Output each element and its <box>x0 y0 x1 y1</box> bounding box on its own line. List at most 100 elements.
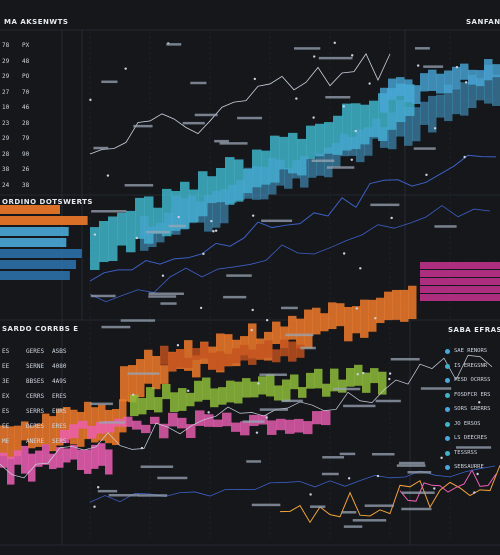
band-block <box>212 191 221 228</box>
magenta-block <box>420 294 500 301</box>
band-block <box>250 381 259 398</box>
band-block <box>138 398 147 415</box>
band-block <box>408 285 417 320</box>
label-stub <box>311 159 335 162</box>
band-block <box>306 125 316 160</box>
data-dot <box>257 382 260 385</box>
band-block <box>276 418 286 431</box>
label-stub <box>214 139 229 143</box>
band-block <box>186 392 195 407</box>
band-block <box>194 380 203 402</box>
magenta-block <box>420 262 500 269</box>
data-dot <box>265 416 268 419</box>
number-cell: ANERE <box>26 438 45 445</box>
data-dot <box>362 371 365 375</box>
band-block <box>298 387 307 398</box>
band-block <box>49 453 57 470</box>
data-dot <box>253 77 257 81</box>
data-dot <box>312 116 315 119</box>
band-block <box>162 383 171 400</box>
legend-dot <box>445 465 450 470</box>
legend-dot <box>445 436 450 441</box>
data-dot <box>342 105 345 108</box>
band-block <box>378 93 388 142</box>
data-dot <box>476 472 479 476</box>
band-block <box>77 411 85 447</box>
legend-dot <box>445 407 450 412</box>
band-block <box>176 349 185 368</box>
header-mid-left: ORDINO DOTSWERTS <box>2 198 93 206</box>
data-dot <box>354 129 357 133</box>
band-block <box>340 133 349 157</box>
label-stub <box>108 493 139 497</box>
band-block <box>84 401 92 440</box>
label-stub <box>124 184 154 187</box>
band-block <box>258 415 268 425</box>
band-block <box>148 226 157 248</box>
data-dot <box>433 127 437 130</box>
band-block <box>35 450 43 467</box>
label-stub <box>261 219 293 223</box>
label-stub <box>97 489 118 493</box>
band-block <box>141 424 151 434</box>
label-stub <box>343 525 363 528</box>
data-dot <box>351 54 354 57</box>
band-block <box>468 69 477 85</box>
band-block <box>360 299 369 338</box>
label-stub <box>423 65 444 68</box>
legend-label: SORS GRERRS <box>454 406 491 412</box>
band-block <box>308 159 317 178</box>
label-stub <box>414 47 430 50</box>
number-cell: ES <box>2 348 10 355</box>
legend-label: FOSDFCR ERS <box>454 391 491 398</box>
number-cell: ME <box>2 438 10 445</box>
band-block <box>105 421 115 433</box>
legend-label: JO ERSOS <box>454 420 481 427</box>
band-block <box>400 289 409 322</box>
data-dot <box>106 174 110 177</box>
band-block <box>428 69 437 91</box>
band-block <box>240 344 249 361</box>
band-block <box>117 212 127 246</box>
band-block <box>128 365 137 403</box>
label-stub <box>370 203 400 207</box>
band-block <box>196 201 205 223</box>
band-block <box>14 425 22 457</box>
number-cell: 38 <box>2 166 10 173</box>
data-dot <box>425 173 428 177</box>
data-dot <box>186 389 190 393</box>
band-block <box>168 352 177 372</box>
band-block <box>392 289 401 320</box>
band-block <box>476 70 485 87</box>
number-cell: SERRS <box>26 408 45 415</box>
number-cell: 90 <box>22 150 30 158</box>
band-block <box>288 341 297 362</box>
label-stub <box>396 464 426 467</box>
label-stub <box>194 113 218 117</box>
number-cell: 23 <box>2 119 10 127</box>
band-block <box>280 326 289 349</box>
band-block <box>77 449 85 471</box>
label-stub <box>364 504 394 507</box>
label-stub <box>318 56 353 60</box>
band-block <box>69 424 79 439</box>
band-block <box>159 423 169 439</box>
number-cell: 70 <box>22 88 30 96</box>
label-stub <box>190 81 207 85</box>
label-stub <box>182 121 205 125</box>
band-block <box>444 70 453 94</box>
data-dot <box>251 308 254 312</box>
band-block <box>226 380 235 403</box>
left-block <box>0 227 69 236</box>
band-block <box>224 353 233 366</box>
band-block <box>368 299 377 332</box>
data-dot <box>359 267 362 270</box>
band-block <box>236 180 245 200</box>
label-stub <box>101 325 131 329</box>
number-cell: 46 <box>22 104 30 111</box>
band-block <box>108 216 118 262</box>
data-dot <box>433 487 436 490</box>
magenta-block <box>420 286 500 293</box>
band-block <box>384 291 393 321</box>
